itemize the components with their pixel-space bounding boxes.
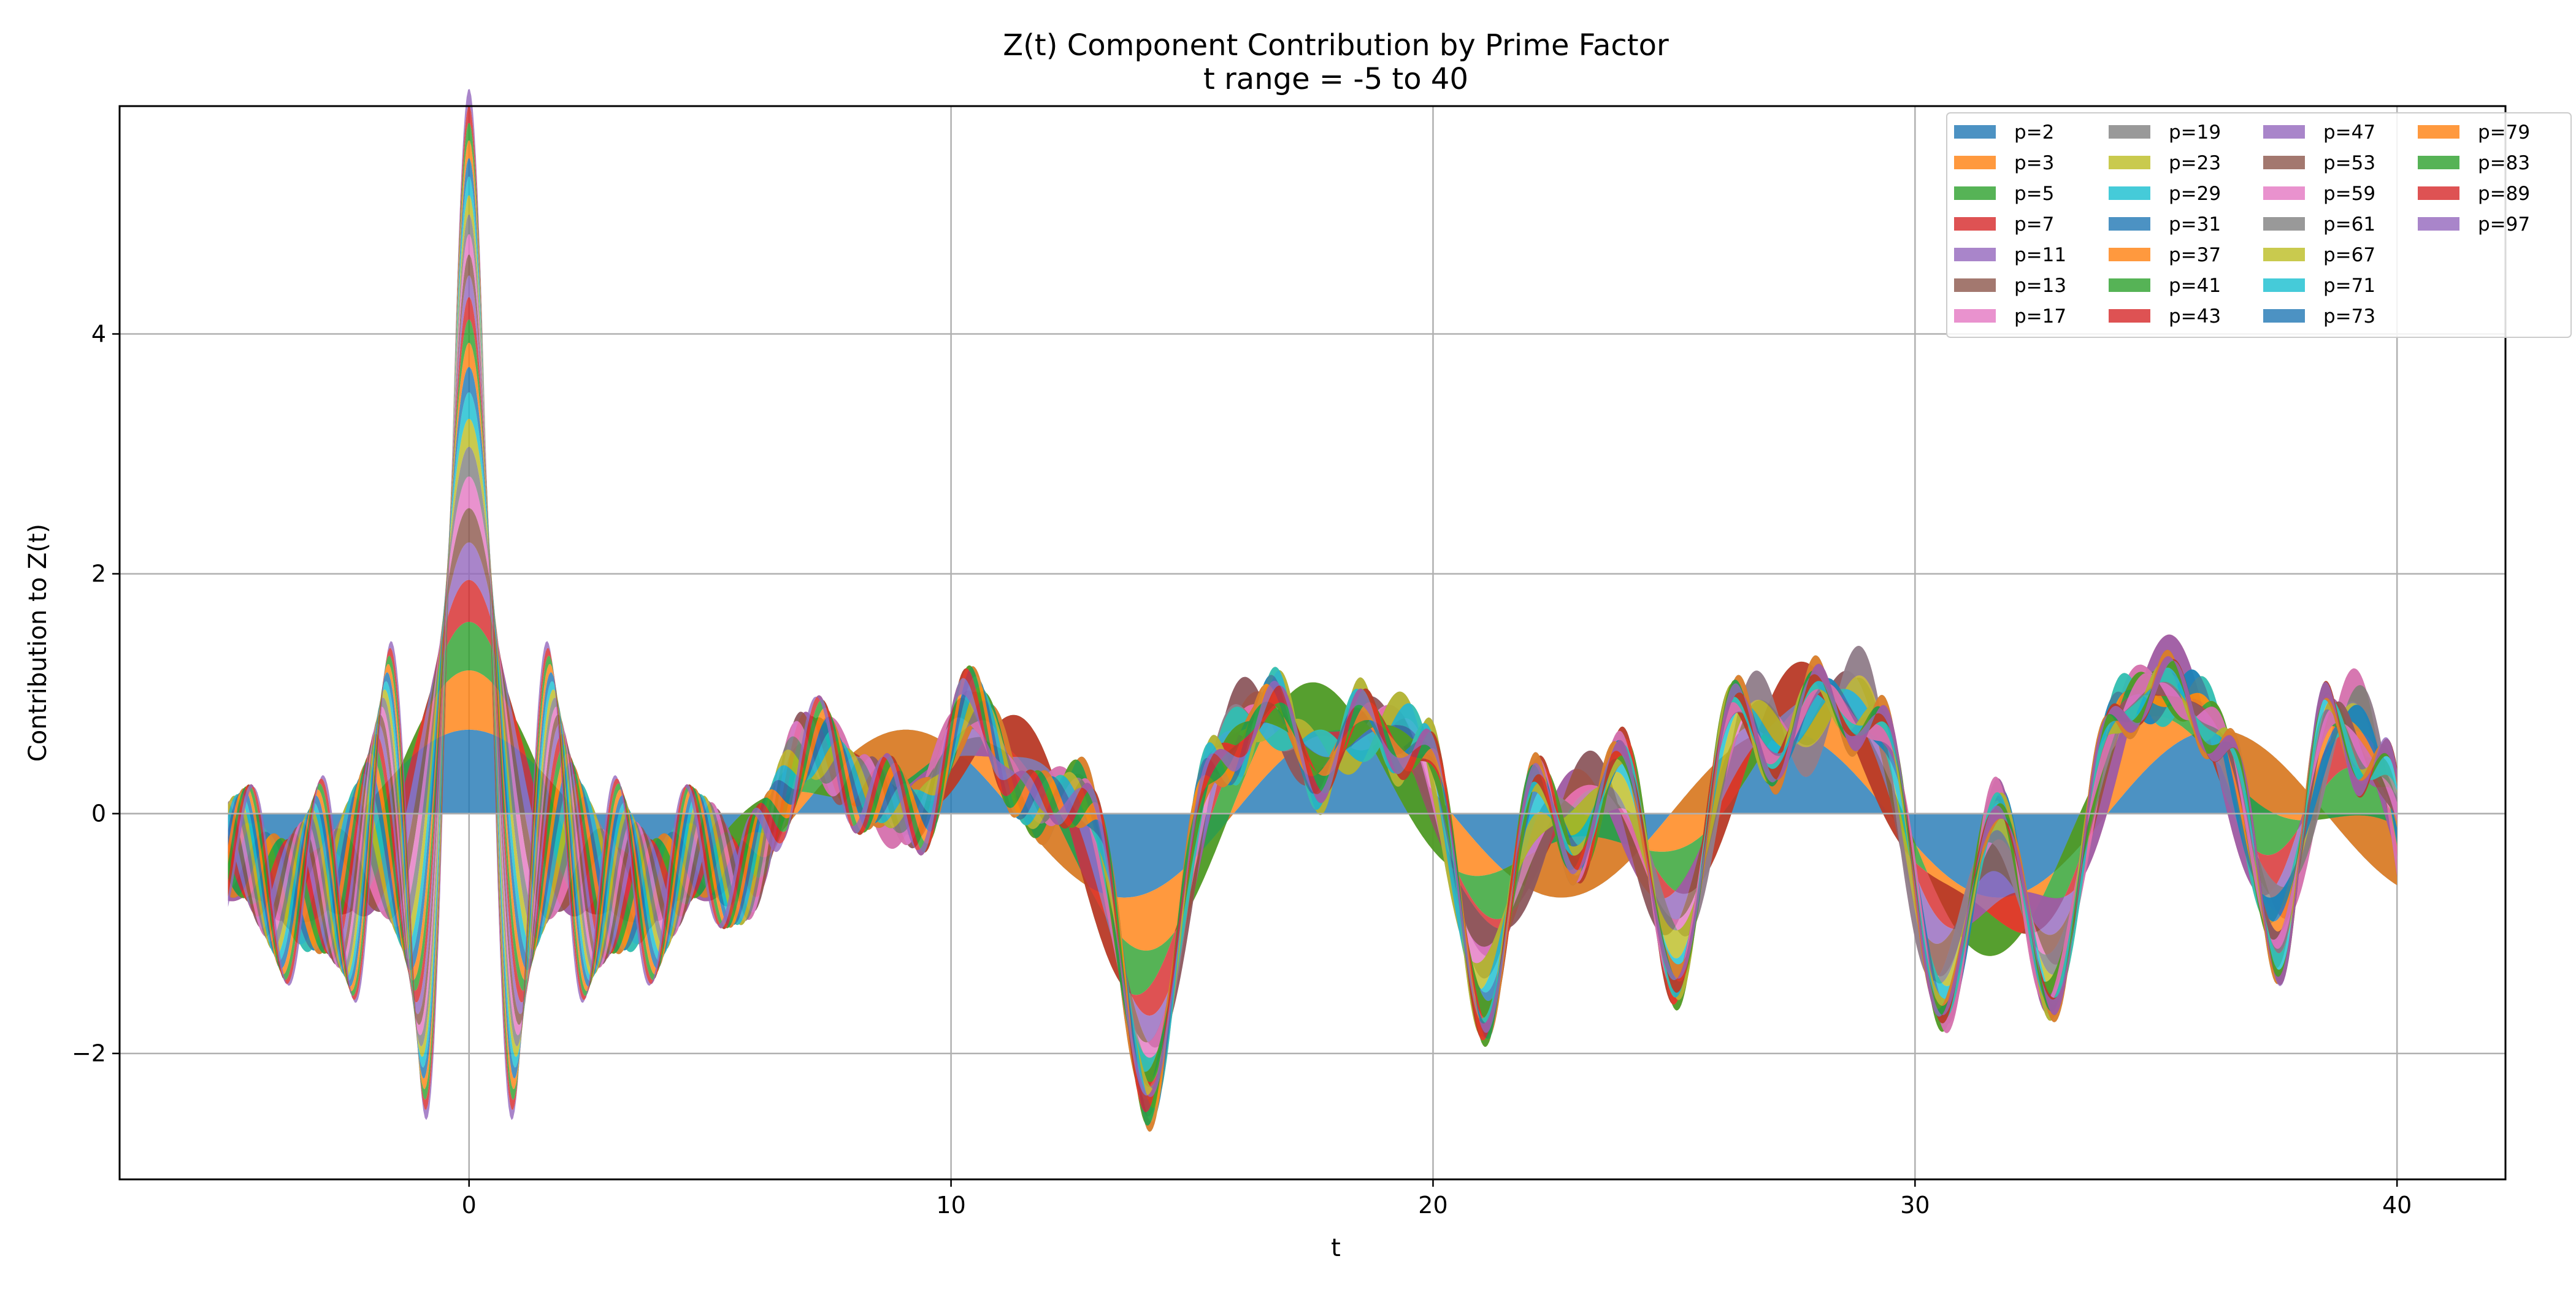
legend-label: p=17: [2014, 305, 2066, 328]
legend-swatch: [1954, 278, 1996, 292]
legend-swatch: [1954, 186, 1996, 200]
legend-swatch: [2109, 278, 2150, 292]
legend-label: p=61: [2323, 213, 2375, 236]
plot-frame: [118, 105, 2507, 1181]
area-series-p-59: [228, 234, 2398, 1100]
legend-label: p=23: [2169, 152, 2221, 174]
legend-swatch: [2109, 248, 2150, 261]
legend: p=2 p=3 p=5 p=7 p=11 p=13 p=17 p=19 p=23 p=29 p=31…: [1946, 112, 2572, 338]
legend-label: p=19: [2169, 121, 2221, 144]
legend-swatch: [2263, 278, 2305, 292]
legend-label: p=5: [2014, 183, 2054, 205]
legend-swatch: [2109, 156, 2150, 169]
legend-swatch: [2109, 217, 2150, 231]
y-tick-label: 2: [91, 561, 106, 588]
legend-swatch: [2263, 186, 2305, 200]
legend-label: p=67: [2323, 244, 2375, 266]
legend-swatch: [1954, 309, 1996, 323]
legend-swatch: [2418, 186, 2459, 200]
legend-label: p=71: [2323, 275, 2375, 297]
legend-swatch: [2263, 248, 2305, 261]
legend-label: p=29: [2169, 183, 2221, 205]
legend-swatch: [2263, 309, 2305, 323]
y-tick-label: −2: [72, 1040, 106, 1067]
x-tick-label: 40: [2382, 1192, 2412, 1219]
legend-swatch: [2263, 217, 2305, 231]
legend-label: p=73: [2323, 305, 2375, 328]
chart-title: Z(t) Component Contribution by Prime Fac…: [1003, 28, 1669, 63]
legend-label: p=41: [2169, 275, 2221, 297]
legend-swatch: [2109, 309, 2150, 323]
legend-swatch: [2418, 217, 2459, 231]
y-tick-label: 4: [91, 321, 106, 348]
legend-label: p=43: [2169, 305, 2221, 328]
x-tick-label: 30: [1900, 1192, 1930, 1219]
chart-subtitle: t range = -5 to 40: [1203, 62, 1468, 96]
y-axis-label: Contribution to Z(t): [24, 524, 52, 762]
area-series-p-29: [228, 392, 2398, 1083]
y-axis-ticks: −2 0 2 4: [72, 321, 120, 1067]
legend-label: p=59: [2323, 183, 2375, 205]
legend-swatch: [2418, 125, 2459, 139]
legend-swatch: [1954, 217, 1996, 231]
legend-label: p=47: [2323, 121, 2375, 144]
legend-label: p=11: [2014, 244, 2066, 266]
legend-swatch: [1954, 125, 1996, 139]
legend-swatch: [1954, 156, 1996, 169]
legend-swatch: [2263, 125, 2305, 139]
legend-label: p=7: [2014, 213, 2054, 236]
legend-label: p=83: [2478, 152, 2530, 174]
legend-label: p=89: [2478, 183, 2530, 205]
y-tick-label: 0: [91, 800, 106, 827]
legend-label: p=13: [2014, 275, 2066, 297]
legend-box: [1946, 112, 2572, 338]
legend-swatch: [2418, 156, 2459, 169]
legend-label: p=2: [2014, 121, 2054, 144]
legend-label: p=53: [2323, 152, 2375, 174]
x-tick-label: 0: [462, 1192, 477, 1219]
legend-label: p=79: [2478, 121, 2530, 144]
legend-swatch: [2109, 186, 2150, 200]
legend-label: p=3: [2014, 152, 2054, 174]
x-axis-ticks: 0 10 20 30 40: [462, 1179, 2412, 1219]
legend-label: p=31: [2169, 213, 2221, 236]
legend-swatch: [2263, 156, 2305, 169]
legend-swatch: [1954, 248, 1996, 261]
x-axis-label: t: [1331, 1234, 1341, 1262]
area-series-p-61: [228, 214, 2398, 1089]
legend-swatch: [2109, 125, 2150, 139]
x-tick-label: 10: [936, 1192, 965, 1219]
legend-label: p=37: [2169, 244, 2221, 266]
legend-label: p=97: [2478, 213, 2530, 236]
x-tick-label: 20: [1418, 1192, 1447, 1219]
